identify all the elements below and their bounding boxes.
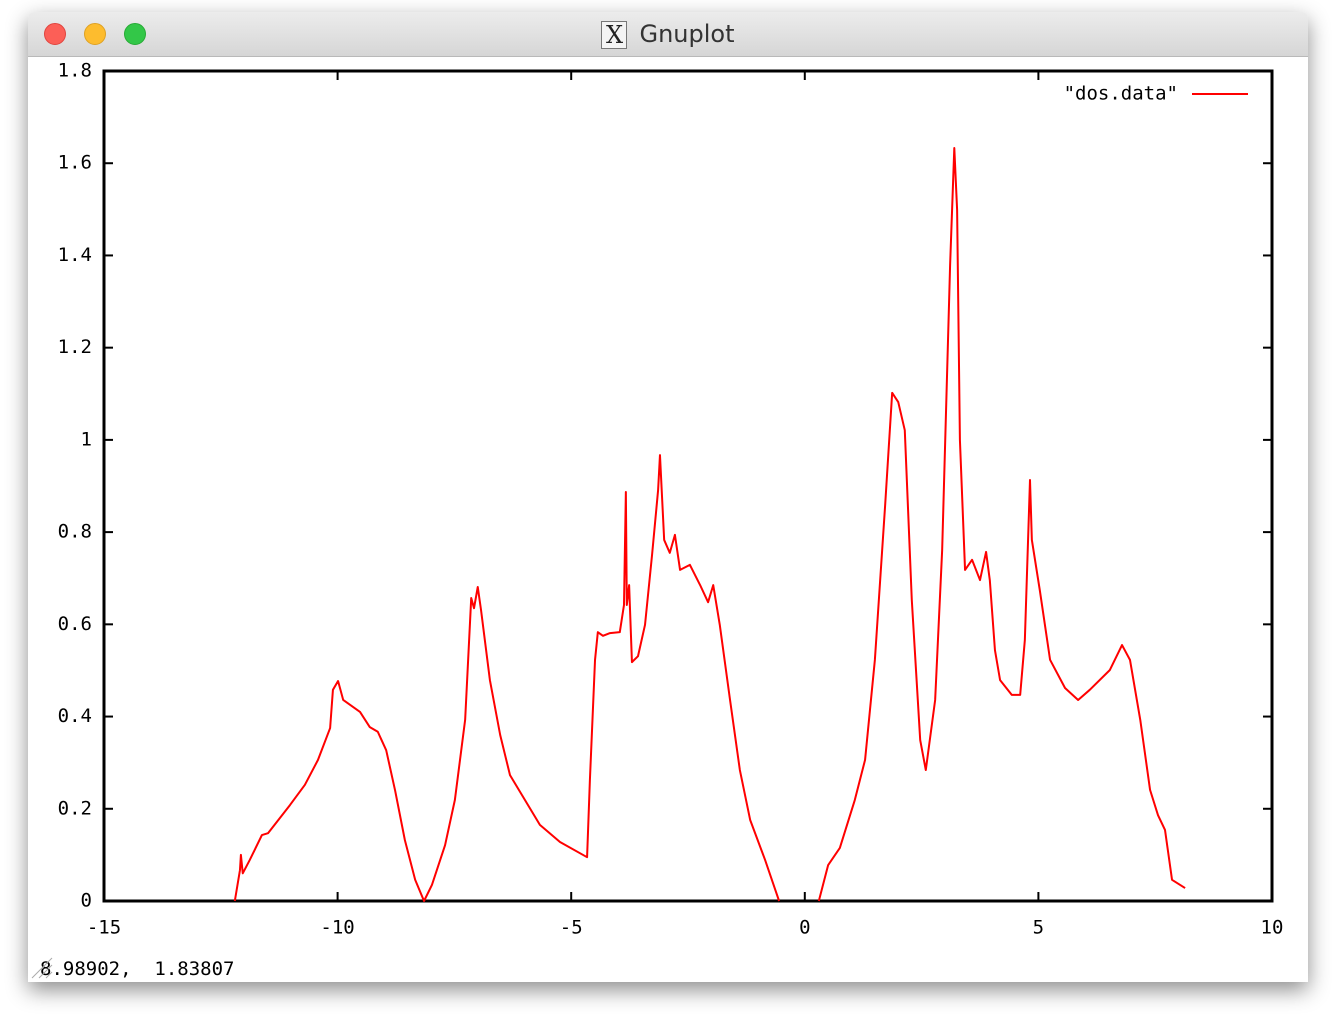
y-tick-label: 0.6: [58, 613, 92, 635]
status-text: 8.98902, 1.83807: [40, 958, 235, 980]
legend-label: "dos.data": [1064, 83, 1178, 105]
x-tick-label: 10: [1261, 917, 1284, 939]
x-tick-label: 5: [1033, 917, 1044, 939]
x-tick-label: -15: [87, 917, 121, 939]
y-tick-label: 1.8: [58, 60, 92, 82]
x-tick-label: -10: [320, 917, 354, 939]
y-tick-label: 1.4: [58, 244, 92, 266]
x-tick-label: 0: [799, 917, 810, 939]
resize-grip[interactable]: [28, 954, 54, 980]
window-title: Gnuplot: [639, 20, 735, 48]
window-title-area: X Gnuplot: [28, 12, 1308, 56]
title-bar: X Gnuplot: [28, 12, 1308, 57]
data-line: [233, 147, 1186, 902]
y-tick-label: 0.2: [58, 797, 92, 819]
y-tick-label: 1.6: [58, 152, 92, 174]
y-tick-label: 0.8: [58, 521, 92, 543]
plot-border: [102, 69, 1274, 903]
close-button[interactable]: [44, 23, 66, 45]
x-tick-label: -5: [560, 917, 583, 939]
minimize-button[interactable]: [84, 23, 106, 45]
zoom-button[interactable]: [124, 23, 146, 45]
x11-icon: X: [601, 21, 628, 49]
y-tick-label: 0: [81, 890, 92, 912]
window: X Gnuplot 0 0.2 0.4 0.6 0.8 1 1.2 1.4 1.6 1.8 -15 -1…: [28, 12, 1308, 982]
y-tick-label: 1.2: [58, 336, 92, 358]
y-tick-label: 1: [81, 428, 92, 450]
chart: 0 0.2 0.4 0.6 0.8 1 1.2 1.4 1.6 1.8 -15 -10 -5 0 5 10 "d…: [58, 60, 1284, 939]
y-tick-label: 0.4: [58, 705, 92, 727]
